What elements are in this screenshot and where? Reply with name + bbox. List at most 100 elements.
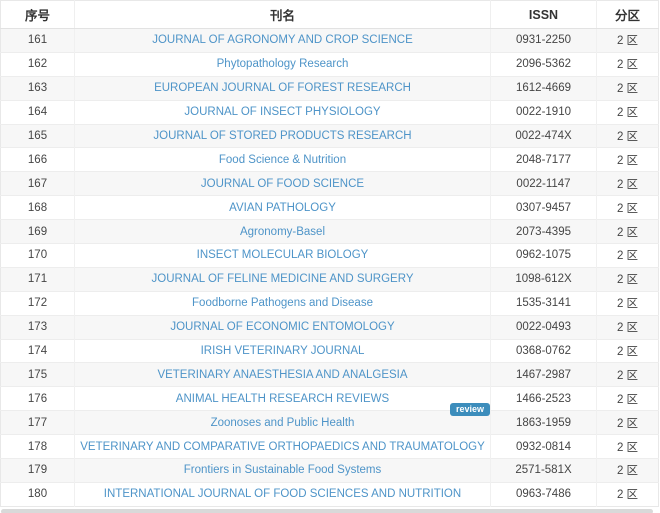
row-index: 169 bbox=[0, 219, 75, 244]
horizontal-scrollbar[interactable] bbox=[1, 508, 653, 513]
row-index: 178 bbox=[0, 434, 75, 459]
row-index: 161 bbox=[0, 28, 75, 53]
journal-link[interactable]: JOURNAL OF AGRONOMY AND CROP SCIENCE bbox=[152, 34, 413, 47]
journal-link[interactable]: EUROPEAN JOURNAL OF FOREST RESEARCH bbox=[154, 82, 411, 95]
row-zone: 2 区 bbox=[596, 99, 659, 125]
row-zone: 2 区 bbox=[596, 410, 659, 435]
row-zone: 2 区 bbox=[596, 51, 659, 77]
journal-link[interactable]: VETERINARY ANAESTHESIA AND ANALGESIA bbox=[157, 368, 408, 381]
table-row: 161 JOURNAL OF AGRONOMY AND CROP SCIENCE… bbox=[0, 28, 659, 53]
row-journal-cell: VETERINARY ANAESTHESIA AND ANALGESIA bbox=[74, 362, 491, 387]
row-zone: 2 区 bbox=[596, 147, 659, 172]
row-journal-cell: JOURNAL OF AGRONOMY AND CROP SCIENCE bbox=[74, 28, 491, 53]
journal-link[interactable]: AVIAN PATHOLOGY bbox=[229, 201, 336, 214]
row-index: 170 bbox=[0, 243, 75, 268]
table-row: 179 Frontiers in Sustainable Food System… bbox=[0, 458, 659, 483]
row-zone: 2 区 bbox=[596, 386, 659, 411]
row-journal-cell: JOURNAL OF INSECT PHYSIOLOGY bbox=[74, 99, 491, 125]
row-index: 165 bbox=[0, 123, 75, 148]
row-issn: 1098-612X bbox=[490, 266, 597, 292]
row-zone: 2 区 bbox=[596, 362, 659, 387]
row-journal-cell: JOURNAL OF FOOD SCIENCE bbox=[74, 171, 491, 196]
row-issn: 0931-2250 bbox=[490, 28, 597, 53]
row-zone: 2 区 bbox=[596, 314, 659, 340]
table-row: 168 AVIAN PATHOLOGY 0307-9457 2 区 bbox=[0, 195, 659, 220]
table-row: 173 JOURNAL OF ECONOMIC ENTOMOLOGY 0022-… bbox=[0, 314, 659, 340]
row-index: 179 bbox=[0, 458, 75, 483]
journal-link[interactable]: INSECT MOLECULAR BIOLOGY bbox=[196, 249, 369, 262]
journal-link[interactable]: Food Science & Nutrition bbox=[218, 153, 347, 166]
table-row: 176 ANIMAL HEALTH RESEARCH REVIEWS revie… bbox=[0, 386, 659, 417]
journal-link[interactable]: ANIMAL HEALTH RESEARCH REVIEWS bbox=[175, 392, 390, 405]
row-journal-cell: JOURNAL OF FELINE MEDICINE AND SURGERY bbox=[74, 266, 491, 292]
table-row: 171 JOURNAL OF FELINE MEDICINE AND SURGE… bbox=[0, 266, 659, 292]
row-index: 175 bbox=[0, 362, 75, 387]
row-journal-cell: ANIMAL HEALTH RESEARCH REVIEWS review bbox=[74, 386, 491, 417]
row-index: 171 bbox=[0, 266, 75, 292]
row-journal-cell: Phytopathology Research bbox=[74, 51, 491, 77]
row-journal-cell: AVIAN PATHOLOGY bbox=[74, 195, 491, 220]
row-journal-cell: JOURNAL OF STORED PRODUCTS RESEARCH bbox=[74, 123, 491, 148]
table-row: 178 VETERINARY AND COMPARATIVE ORTHOPAED… bbox=[0, 434, 659, 459]
journal-link[interactable]: Phytopathology Research bbox=[216, 58, 349, 71]
row-journal-cell: Zoonoses and Public Health bbox=[74, 410, 491, 435]
row-index: 166 bbox=[0, 147, 75, 172]
row-issn: 0022-1910 bbox=[490, 99, 597, 125]
row-issn: 1612-4669 bbox=[490, 75, 597, 101]
table-row: 162 Phytopathology Research 2096-5362 2 … bbox=[0, 51, 659, 77]
row-index: 177 bbox=[0, 410, 75, 435]
row-zone: 2 区 bbox=[596, 338, 659, 363]
row-journal-cell: Foodborne Pathogens and Disease bbox=[74, 290, 491, 316]
row-index: 174 bbox=[0, 338, 75, 363]
row-zone: 2 区 bbox=[596, 219, 659, 244]
journal-link[interactable]: JOURNAL OF ECONOMIC ENTOMOLOGY bbox=[170, 321, 395, 334]
journal-link[interactable]: JOURNAL OF INSECT PHYSIOLOGY bbox=[184, 106, 381, 119]
row-zone: 2 区 bbox=[596, 123, 659, 148]
row-zone: 2 区 bbox=[596, 458, 659, 483]
row-zone: 2 区 bbox=[596, 434, 659, 459]
journal-link[interactable]: Agronomy-Basel bbox=[239, 225, 325, 238]
col-header-name: 刊名 bbox=[74, 0, 491, 29]
row-issn: 0962-1075 bbox=[490, 243, 597, 268]
row-zone: 2 区 bbox=[596, 266, 659, 292]
table-row: 180 INTERNATIONAL JOURNAL OF FOOD SCIENC… bbox=[0, 481, 659, 507]
row-journal-cell: Food Science & Nutrition bbox=[74, 147, 491, 172]
row-journal-cell: Agronomy-Basel bbox=[74, 219, 491, 244]
row-index: 163 bbox=[0, 75, 75, 101]
table-row: 174 IRISH VETERINARY JOURNAL 0368-0762 2… bbox=[0, 338, 659, 363]
row-index: 167 bbox=[0, 171, 75, 196]
table-row: 166 Food Science & Nutrition 2048-7177 2… bbox=[0, 147, 659, 172]
table-row: 170 INSECT MOLECULAR BIOLOGY 0962-1075 2… bbox=[0, 243, 659, 268]
row-index: 173 bbox=[0, 314, 75, 340]
table-row: 172 Foodborne Pathogens and Disease 1535… bbox=[0, 290, 659, 316]
table-row: 164 JOURNAL OF INSECT PHYSIOLOGY 0022-19… bbox=[0, 99, 659, 125]
journal-link[interactable]: Foodborne Pathogens and Disease bbox=[192, 297, 373, 310]
journal-link[interactable]: Frontiers in Sustainable Food Systems bbox=[183, 464, 382, 477]
journal-link[interactable]: INTERNATIONAL JOURNAL OF FOOD SCIENCES A… bbox=[103, 488, 462, 501]
row-issn: 0022-0493 bbox=[490, 314, 597, 340]
row-index: 180 bbox=[0, 481, 75, 507]
journal-link[interactable]: Zoonoses and Public Health bbox=[210, 416, 355, 429]
row-journal-cell: IRISH VETERINARY JOURNAL bbox=[74, 338, 491, 363]
row-issn: 0307-9457 bbox=[490, 195, 597, 220]
journal-link[interactable]: JOURNAL OF FELINE MEDICINE AND SURGERY bbox=[151, 273, 414, 286]
col-header-index: 序号 bbox=[0, 0, 75, 29]
row-issn: 2096-5362 bbox=[490, 51, 597, 77]
row-zone: 2 区 bbox=[596, 171, 659, 196]
row-journal-cell: VETERINARY AND COMPARATIVE ORTHOPAEDICS … bbox=[74, 434, 491, 459]
col-header-zone: 分区 bbox=[596, 0, 659, 29]
table-row: 165 JOURNAL OF STORED PRODUCTS RESEARCH … bbox=[0, 123, 659, 148]
table-row: 167 JOURNAL OF FOOD SCIENCE 0022-1147 2 … bbox=[0, 171, 659, 196]
row-zone: 2 区 bbox=[596, 290, 659, 316]
journal-link[interactable]: JOURNAL OF STORED PRODUCTS RESEARCH bbox=[153, 130, 412, 142]
row-issn: 0963-7486 bbox=[490, 481, 597, 507]
row-index: 176 bbox=[0, 386, 75, 411]
journal-link[interactable]: VETERINARY AND COMPARATIVE ORTHOPAEDICS … bbox=[80, 440, 485, 453]
journal-link[interactable]: IRISH VETERINARY JOURNAL bbox=[200, 345, 365, 358]
journal-link[interactable]: JOURNAL OF FOOD SCIENCE bbox=[200, 177, 365, 190]
row-issn: 0022-1147 bbox=[490, 171, 597, 196]
row-journal-cell: EUROPEAN JOURNAL OF FOREST RESEARCH bbox=[74, 75, 491, 101]
row-journal-cell: INSECT MOLECULAR BIOLOGY bbox=[74, 243, 491, 268]
table-row: 177 Zoonoses and Public Health 1863-1959… bbox=[0, 410, 659, 435]
